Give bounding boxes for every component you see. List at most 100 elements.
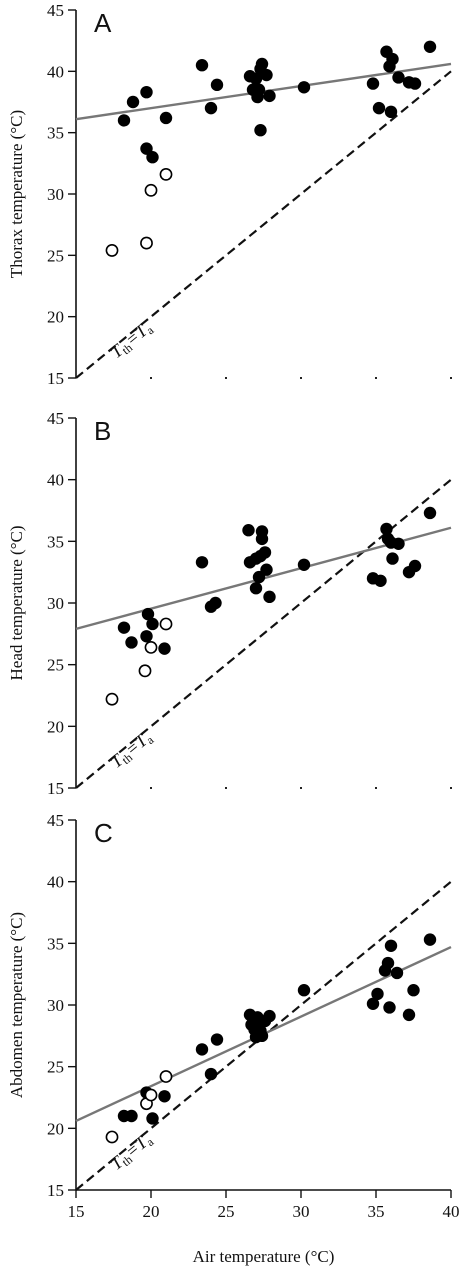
data-point-filled: [297, 81, 311, 94]
data-point-filled: [159, 111, 173, 125]
data-point-filled: [423, 933, 437, 946]
data-point-open: [144, 641, 158, 654]
y-tick-label: 15: [47, 779, 64, 798]
data-point-filled: [141, 607, 155, 621]
data-point-filled: [371, 987, 384, 1001]
data-point-open: [105, 244, 119, 257]
data-point-filled: [260, 68, 273, 82]
y-tick-label: 25: [47, 1058, 64, 1077]
x-tick-mark: [450, 787, 452, 789]
data-point-filled: [392, 71, 405, 84]
y-tick-label: 25: [47, 246, 64, 265]
data-point-filled: [204, 101, 218, 115]
data-point-filled: [384, 105, 398, 119]
y-tick-label: 20: [47, 1119, 64, 1138]
data-point-filled: [125, 636, 138, 649]
data-point-open: [159, 1070, 173, 1083]
x-tick-label: 40: [443, 1202, 460, 1221]
y-tick-label: 35: [47, 124, 64, 143]
y-tick-label: 20: [47, 308, 64, 327]
data-point-filled: [258, 546, 272, 559]
y-tick-label: 40: [47, 471, 64, 490]
x-tick-label: 35: [368, 1202, 385, 1221]
data-point-open: [159, 167, 173, 181]
x-tick-label: 30: [293, 1202, 310, 1221]
data-point-filled: [374, 574, 387, 587]
data-point-filled: [386, 52, 399, 66]
data-point-filled: [209, 596, 222, 610]
y-tick-label: 15: [47, 369, 64, 388]
data-point-filled: [254, 124, 267, 137]
data-point-filled: [386, 552, 399, 565]
data-point-filled: [126, 95, 140, 109]
y-tick-label: 45: [47, 1, 64, 20]
data-point-filled: [381, 956, 395, 970]
data-point-filled: [210, 1033, 224, 1046]
data-point-filled: [390, 966, 404, 980]
data-point-filled: [210, 78, 224, 92]
data-point-filled: [366, 997, 380, 1010]
data-point-filled: [408, 77, 422, 90]
data-point-filled: [366, 77, 380, 90]
y-axis-title: Abdomen temperature (°C): [7, 912, 26, 1098]
y-tick-label: 25: [47, 656, 64, 675]
y-axis-title: Head temperature (°C): [7, 525, 26, 680]
x-tick-mark: [150, 377, 152, 379]
y-tick-label: 45: [47, 811, 64, 830]
data-point-filled: [372, 101, 386, 115]
x-tick-mark: [375, 787, 377, 789]
data-point-filled: [392, 537, 405, 550]
data-point-open: [144, 1088, 158, 1102]
data-point-filled: [140, 142, 153, 155]
data-point-filled: [146, 1112, 159, 1125]
data-point-filled: [297, 984, 311, 997]
data-point-open: [159, 617, 173, 631]
identity-label: Tth=Ta: [106, 317, 157, 364]
data-point-filled: [195, 58, 209, 72]
data-point-filled: [252, 83, 266, 96]
data-point-filled: [158, 642, 171, 655]
y-tick-label: 30: [47, 996, 64, 1015]
x-tick-label: 20: [143, 1202, 160, 1221]
data-point-filled: [249, 72, 263, 85]
y-tick-label: 35: [47, 934, 64, 953]
data-point-filled: [407, 984, 420, 997]
x-tick-mark: [375, 377, 377, 379]
y-axis-title: Thorax temperature (°C): [7, 110, 26, 278]
x-tick-mark: [225, 377, 227, 379]
data-point-filled: [383, 1001, 396, 1014]
data-point-open: [105, 1130, 119, 1144]
data-point-open: [105, 692, 119, 706]
data-point-filled: [140, 85, 153, 99]
data-point-filled: [402, 1008, 416, 1022]
panel-b: 15 20 25 30 35 40 45 B Tth=Ta Head temperature (°…: [7, 409, 452, 798]
data-point-filled: [263, 89, 276, 103]
data-point-filled: [249, 582, 263, 595]
x-axis-title: Air temperature (°C): [193, 1247, 335, 1266]
panel-a: 15 20 25 30 35 40 45 A Tth=Ta Thorax temperature …: [7, 1, 452, 388]
y-tick-label: 40: [47, 873, 64, 892]
y-tick-label: 20: [47, 717, 64, 736]
data-point-filled: [195, 556, 209, 569]
data-point-filled: [242, 524, 255, 537]
data-point-open: [140, 236, 153, 250]
data-point-filled: [297, 558, 311, 571]
data-point-filled: [423, 506, 437, 520]
data-point-filled: [158, 1090, 171, 1103]
identity-line: [75, 70, 452, 379]
data-point-filled: [423, 40, 437, 53]
data-point-filled: [195, 1043, 209, 1056]
data-point-filled: [146, 617, 159, 631]
data-point-filled: [117, 114, 131, 127]
x-tick-mark: [225, 787, 227, 789]
data-point-filled: [255, 525, 269, 538]
identity-line: [75, 478, 452, 789]
y-tick-label: 30: [47, 594, 64, 613]
x-tick-label: 25: [218, 1202, 235, 1221]
y-tick-label: 35: [47, 532, 64, 551]
data-point-filled: [255, 57, 269, 71]
y-tick-label: 30: [47, 185, 64, 204]
data-point-filled: [117, 621, 131, 634]
